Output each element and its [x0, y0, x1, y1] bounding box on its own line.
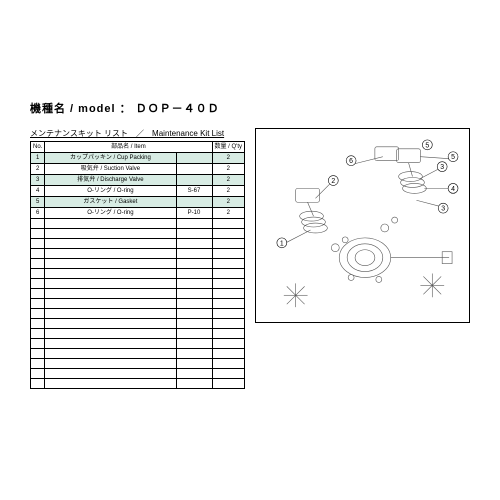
cell-item: O-リング / O-ring: [45, 208, 176, 219]
cell-spec: [176, 197, 212, 208]
table-row: 4O-リング / O-ringS-672: [31, 186, 245, 197]
maintenance-kit-table-wrap: メンテナンスキット リスト ／ Maintenance Kit List No.…: [30, 128, 245, 389]
cell-no: 2: [31, 164, 45, 175]
cell-item: 排気弁 / Discharge Valve: [45, 175, 176, 186]
callout-3b: 3: [441, 206, 445, 213]
col-header-qty: 数量 / Q'ty: [212, 142, 244, 153]
table-row-blank: [31, 229, 245, 239]
table-row-blank: [31, 349, 245, 359]
document-page: 機種名 / model ： ＤＯＰ－４０Ｄ メンテナンスキット リスト ／ Ma…: [30, 100, 470, 389]
callout-6: 6: [349, 158, 353, 165]
cell-qty: 2: [212, 186, 244, 197]
table-row-blank: [31, 339, 245, 349]
callout-4: 4: [451, 186, 455, 193]
table-row: 6O-リング / O-ringP-102: [31, 208, 245, 219]
model-label: 機種名 / model ：: [30, 103, 132, 115]
cell-no: 3: [31, 175, 45, 186]
callout-5b: 5: [425, 142, 429, 149]
callout-5: 5: [451, 154, 455, 161]
cell-no: 6: [31, 208, 45, 219]
table-row-blank: [31, 239, 245, 249]
model-value: ＤＯＰ－４０Ｄ: [136, 103, 220, 115]
callout-3: 3: [440, 164, 444, 171]
cell-qty: 2: [212, 208, 244, 219]
exploded-view-svg: 1 2 3 4 5 6 3 5: [256, 129, 469, 322]
table-title: メンテナンスキット リスト ／ Maintenance Kit List: [30, 128, 245, 139]
cell-item: ガスケット / Gasket: [45, 197, 176, 208]
table-row-blank: [31, 279, 245, 289]
table-row-blank: [31, 249, 245, 259]
table-row: 2吸気弁 / Suction Valve2: [31, 164, 245, 175]
table-row: 5ガスケット / Gasket 2: [31, 197, 245, 208]
maintenance-kit-table: No. 部品名 / Item 数量 / Q'ty 1カップパッキン / Cup …: [30, 141, 245, 389]
cell-item: カップパッキン / Cup Packing: [45, 153, 176, 164]
table-row: 1カップパッキン / Cup Packing 2: [31, 153, 245, 164]
cell-spec: P-10: [176, 208, 212, 219]
cell-item: 吸気弁 / Suction Valve: [45, 164, 176, 175]
table-row-blank: [31, 309, 245, 319]
cell-qty: 2: [212, 175, 244, 186]
table-row-blank: [31, 269, 245, 279]
cell-no: 4: [31, 186, 45, 197]
table-row-blank: [31, 329, 245, 339]
cell-spec: S-67: [176, 186, 212, 197]
cell-item: O-リング / O-ring: [45, 186, 176, 197]
table-row: 3排気弁 / Discharge Valve 2: [31, 175, 245, 186]
col-header-no: No.: [31, 142, 45, 153]
col-header-item: 部品名 / Item: [45, 142, 212, 153]
table-row-blank: [31, 359, 245, 369]
cell-qty: 2: [212, 164, 244, 175]
model-line: 機種名 / model ： ＤＯＰ－４０Ｄ: [30, 100, 470, 116]
table-row-blank: [31, 299, 245, 309]
exploded-view-diagram: 1 2 3 4 5 6 3 5: [255, 128, 470, 323]
cell-qty: 2: [212, 153, 244, 164]
two-column-layout: メンテナンスキット リスト ／ Maintenance Kit List No.…: [30, 128, 470, 389]
callout-2: 2: [331, 178, 335, 185]
cell-qty: 2: [212, 197, 244, 208]
table-header-row: No. 部品名 / Item 数量 / Q'ty: [31, 142, 245, 153]
table-row-blank: [31, 369, 245, 379]
table-row-blank: [31, 219, 245, 229]
callout-1: 1: [280, 240, 284, 247]
table-row-blank: [31, 379, 245, 389]
cell-spec: [176, 164, 212, 175]
cell-no: 1: [31, 153, 45, 164]
cell-spec: [176, 153, 212, 164]
table-row-blank: [31, 319, 245, 329]
table-row-blank: [31, 289, 245, 299]
cell-spec: [176, 175, 212, 186]
table-row-blank: [31, 259, 245, 269]
cell-no: 5: [31, 197, 45, 208]
